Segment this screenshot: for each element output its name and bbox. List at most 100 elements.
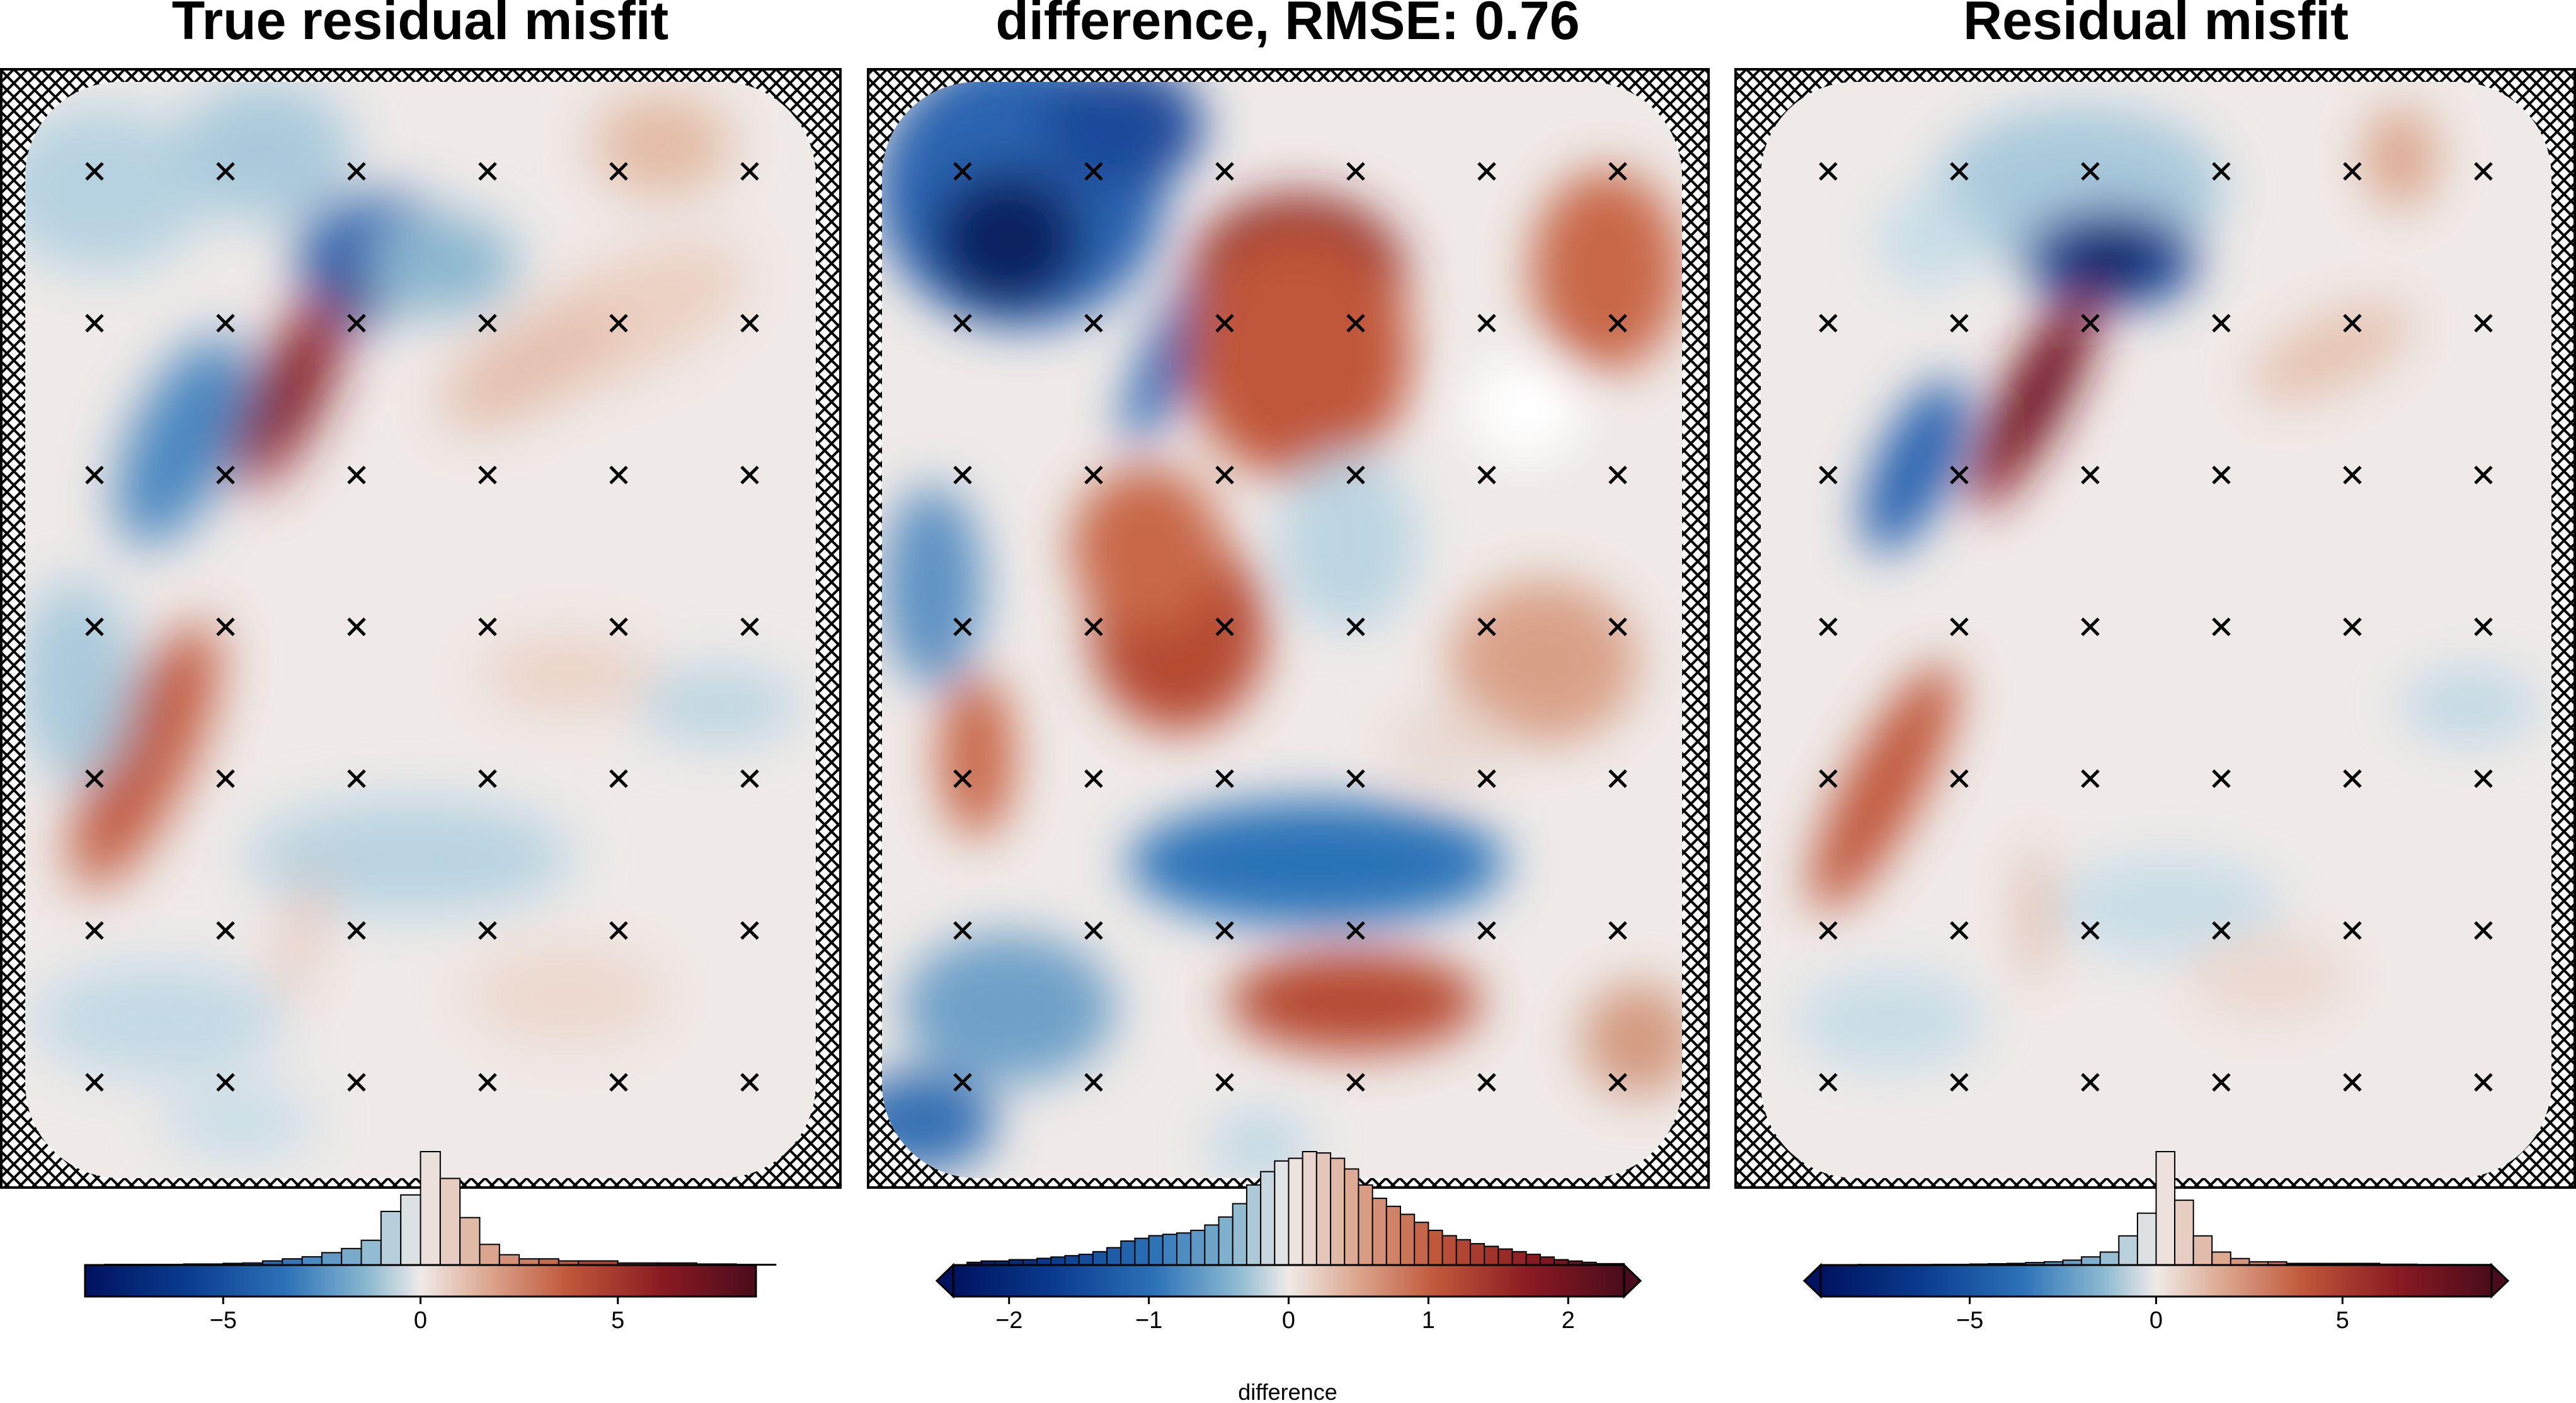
grid-marker [2343, 1073, 2362, 1092]
histogram-bar [1190, 1229, 1206, 1266]
grid-marker [2212, 314, 2231, 333]
grid-marker [216, 162, 235, 181]
colorbar-ticks-1: −5 0 5 [210, 1297, 624, 1334]
grid-marker [740, 1073, 759, 1092]
grid-marker [1819, 617, 1838, 636]
grid-marker [1215, 314, 1234, 333]
grid-marker [740, 162, 759, 181]
grid-marker [609, 921, 628, 940]
colorbar-bar-3 [1819, 1264, 2493, 1298]
histogram-bar [1176, 1232, 1192, 1266]
grid-marker [2212, 769, 2231, 788]
grid-markers-1 [85, 162, 759, 1092]
colorbar-tick-label: 5 [611, 1307, 624, 1334]
grid-marker [609, 162, 628, 181]
grid-marker [2081, 769, 2100, 788]
histogram-bar [360, 1239, 382, 1266]
colorbar-tick-label: 5 [2336, 1307, 2349, 1334]
colorbar-tick-label: 0 [414, 1307, 427, 1334]
heatmap-panel-3 [1734, 68, 2576, 1189]
histogram-bar [1400, 1213, 1416, 1266]
histogram-bar [380, 1210, 402, 1266]
histogram-bar [1344, 1168, 1360, 1266]
histogram-bar [1455, 1239, 1471, 1266]
grid-marker [1608, 314, 1627, 333]
grid-marker [478, 617, 497, 636]
grid-marker [2343, 466, 2362, 484]
histogram-bar [1106, 1247, 1122, 1266]
histogram-bar [1120, 1240, 1136, 1266]
grid-marker [953, 466, 972, 484]
grid-marker [1608, 162, 1627, 181]
grid-marker [347, 466, 366, 484]
grid-marker [1084, 769, 1103, 788]
grid-marker [2343, 162, 2362, 181]
grid-marker [1477, 162, 1496, 181]
grid-marker [1819, 314, 1838, 333]
colorbar-1: −5 0 5 [84, 1151, 777, 1334]
grid-marker [1084, 617, 1103, 636]
grid-marker [2474, 769, 2493, 788]
histogram-bar [1330, 1157, 1346, 1266]
grid-marker [1477, 617, 1496, 636]
grid-marker [2081, 1073, 2100, 1092]
grid-marker [478, 314, 497, 333]
grid-marker [1084, 466, 1103, 484]
colorbar-tick-label: −1 [1135, 1307, 1162, 1334]
grid-marker [1819, 921, 1838, 940]
grid-marker [2474, 1073, 2493, 1092]
grid-marker [1608, 1073, 1627, 1092]
histogram-bar [1204, 1224, 1220, 1266]
grid-marker [478, 1073, 497, 1092]
colorbar-ticks-2: −2 −1 0 1 2 [995, 1297, 1575, 1334]
colorbar-extend-low-3 [1802, 1263, 1822, 1299]
grid-marker [2474, 466, 2493, 484]
histogram-bar [2136, 1212, 2157, 1266]
histogram-bar [1441, 1235, 1457, 1266]
histogram-bar [459, 1217, 481, 1266]
histogram-bar [400, 1194, 421, 1266]
grid-marker [478, 769, 497, 788]
histogram-bar [2174, 1200, 2194, 1266]
grid-marker [1608, 769, 1627, 788]
histogram-bar [2099, 1251, 2120, 1266]
grid-marker [1346, 314, 1365, 333]
grid-marker [1950, 1073, 1969, 1092]
grid-marker [953, 617, 972, 636]
grid-marker [609, 617, 628, 636]
grid-marker [347, 314, 366, 333]
colorbar-tick-label: −2 [995, 1307, 1022, 1334]
grid-marker [347, 617, 366, 636]
histogram-bar [301, 1256, 323, 1266]
grid-marker [216, 921, 235, 940]
histogram-bar [2118, 1235, 2138, 1266]
grid-marker [953, 921, 972, 940]
histogram-bar [2155, 1151, 2176, 1266]
grid-marker [1215, 1073, 1234, 1092]
histogram-bar [1288, 1157, 1303, 1266]
grid-marker [478, 162, 497, 181]
grid-marker [953, 162, 972, 181]
grid-marker [1477, 314, 1496, 333]
histogram-bar [1315, 1152, 1332, 1266]
colorbar-histogram-2 [966, 1151, 1625, 1266]
colorbar-bar-2 [952, 1264, 1625, 1298]
histogram-bar [1260, 1171, 1276, 1266]
grid-marker [1608, 921, 1627, 940]
grid-marker [2474, 162, 2493, 181]
histogram-bar [1148, 1235, 1164, 1266]
grid-marker [2081, 617, 2100, 636]
grid-marker [85, 1073, 104, 1092]
grid-marker [1215, 617, 1234, 636]
grid-marker [85, 162, 104, 181]
grid-marker [953, 769, 972, 788]
histogram-bar [1371, 1198, 1387, 1266]
grid-marker [2081, 314, 2100, 333]
colorbar-ticks-3: −5 0 5 [1956, 1297, 2349, 1334]
grid-marker [216, 1073, 235, 1092]
histogram-bar [420, 1151, 441, 1266]
grid-marker [1084, 314, 1103, 333]
grid-marker [216, 314, 235, 333]
grid-marker [2343, 617, 2362, 636]
grid-marker [1346, 162, 1365, 181]
